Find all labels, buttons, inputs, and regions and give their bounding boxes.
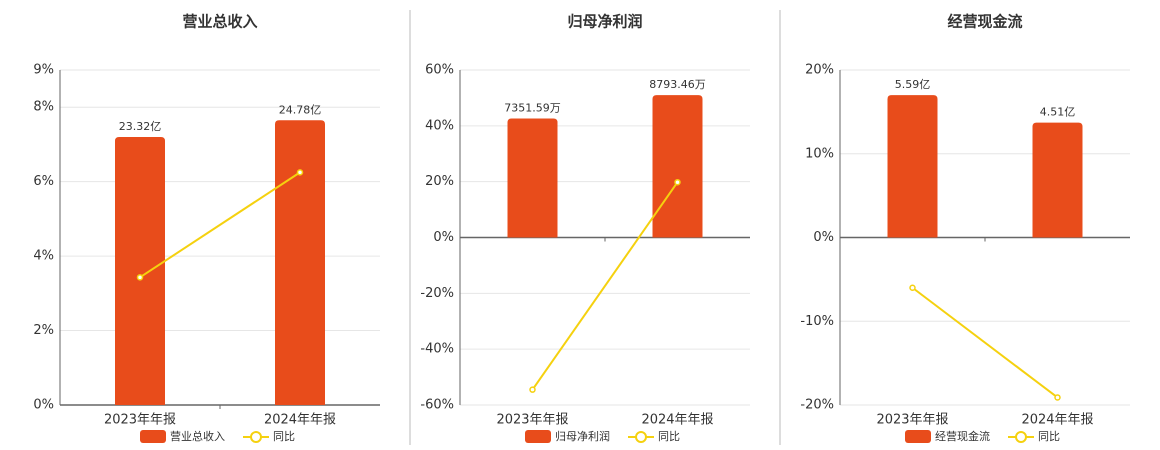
bar — [275, 120, 325, 405]
x-tick-label: 2024年年报 — [641, 413, 713, 428]
y-tick-label: 4% — [33, 249, 54, 264]
legend-label: 经营现金流 — [935, 429, 990, 443]
legend-marker — [250, 431, 262, 443]
legend-label: 归母净利润 — [555, 429, 610, 443]
y-tick-label: 9% — [33, 63, 54, 78]
chart-title: 经营现金流 — [947, 13, 1022, 31]
line-point — [909, 284, 916, 291]
y-tick-label: 60% — [425, 63, 454, 78]
x-tick-label: 2024年年报 — [264, 413, 336, 428]
chart-title: 营业总收入 — [182, 13, 257, 31]
line-point — [529, 386, 536, 393]
line-point — [296, 169, 304, 176]
y-tick-label: -40% — [420, 342, 454, 357]
line — [139, 171, 301, 279]
value-label: 7351.59万 — [504, 101, 561, 114]
y-tick-label: -20% — [420, 286, 454, 301]
legend-label: 同比 — [273, 430, 295, 443]
legend-swatch — [525, 430, 551, 443]
legend-label: 同比 — [658, 430, 680, 443]
x-tick-label: 2023年年报 — [876, 413, 948, 428]
line — [911, 286, 1059, 399]
y-tick-label: 20% — [805, 63, 834, 78]
legend-label: 同比 — [1038, 430, 1060, 443]
value-label: 24.78亿 — [279, 103, 322, 116]
chart-title: 归母净利润 — [567, 13, 642, 31]
value-label: 23.32亿 — [119, 120, 162, 133]
bar — [507, 118, 558, 238]
bar — [1032, 122, 1083, 238]
line-point — [136, 274, 144, 281]
line-point — [674, 178, 681, 186]
legend-swatch — [140, 430, 166, 443]
y-tick-label: -10% — [800, 314, 834, 329]
y-tick-label: 0% — [813, 230, 834, 245]
y-tick-label: 0% — [433, 230, 454, 245]
bar — [115, 137, 165, 405]
legend-marker — [635, 431, 647, 443]
legend-swatch — [905, 430, 931, 443]
y-tick-label: 20% — [425, 174, 454, 189]
legend-label: 营业总收入 — [170, 429, 225, 443]
x-tick-label: 2024年年报 — [1021, 413, 1093, 428]
x-tick-label: 2023年年报 — [496, 413, 568, 428]
legend-marker — [1015, 431, 1027, 443]
value-label: 4.51亿 — [1040, 106, 1076, 119]
x-tick-label: 2023年年报 — [104, 413, 176, 428]
y-tick-label: 6% — [33, 174, 54, 189]
y-tick-label: 8% — [33, 100, 54, 115]
y-tick-label: -20% — [800, 398, 834, 413]
y-tick-label: 2% — [33, 323, 54, 338]
line-point — [1054, 394, 1061, 401]
y-tick-label: -60% — [420, 398, 454, 413]
line — [531, 181, 679, 391]
value-label: 5.59亿 — [895, 78, 931, 91]
y-tick-label: 40% — [425, 118, 454, 133]
y-tick-label: 10% — [805, 146, 834, 161]
y-tick-label: 0% — [33, 398, 54, 413]
value-label: 8793.46万 — [649, 78, 706, 91]
bar — [887, 95, 938, 238]
bar — [652, 95, 703, 238]
